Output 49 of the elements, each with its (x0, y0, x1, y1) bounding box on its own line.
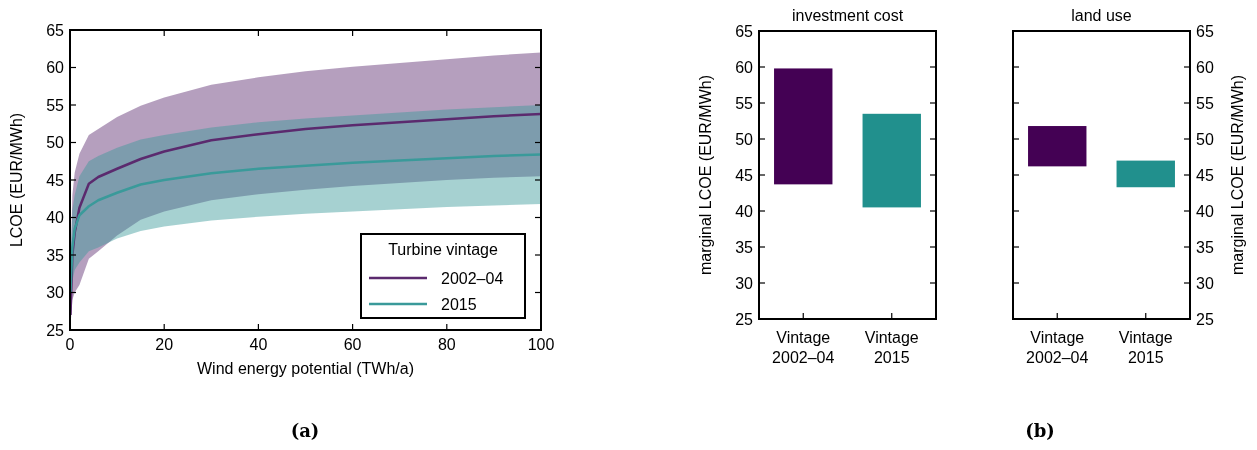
text: (a) (290, 420, 320, 441)
x-axis-title: Wind energy potential (TWh/a) (197, 360, 414, 377)
y2-tick-label: 60 (1196, 58, 1214, 76)
x-tick-label: 80 (437, 336, 456, 353)
y2-tick-label: 40 (1196, 202, 1214, 220)
x-tick-label: 40 (249, 336, 268, 353)
y-tick-label: 65 (735, 22, 754, 40)
y-tick-label: 55 (735, 94, 754, 112)
y-tick-label: 30 (735, 274, 754, 292)
y2-tick-label: 30 (1196, 274, 1214, 292)
chart-title: investment cost (791, 7, 904, 24)
y2-tick-label: 65 (1196, 22, 1214, 40)
y-axis-title: marginal LCOE (EUR/MWh) (697, 74, 714, 276)
x-tick-label: Vintage 2002–04 (772, 329, 835, 366)
y-tick-label: 35 (46, 246, 65, 264)
y-tick-label: 35 (735, 238, 754, 256)
y-tick-label: 30 (46, 284, 65, 302)
y-tick-label: 25 (735, 310, 754, 328)
legend-title: Turbine vintage (388, 241, 498, 258)
y2-tick-label: 35 (1196, 238, 1214, 256)
y2-tick-label: 55 (1196, 94, 1214, 112)
y-tick-label: 60 (46, 59, 65, 77)
x-tick-label: 0 (65, 336, 75, 353)
x-tick-label: Vintage 2015 (864, 329, 919, 366)
y2-tick-label: 45 (1196, 166, 1214, 184)
y-tick-label: 40 (46, 209, 65, 227)
text: (b) (1025, 420, 1055, 441)
chart-title: land use (1071, 7, 1132, 24)
y-tick-label: 50 (735, 130, 754, 148)
line-series (69, 153, 543, 294)
legend-label: 2015 (441, 295, 477, 313)
x-tick-label: 20 (155, 336, 174, 353)
y2-axis-title: marginal LCOE (EUR/MWh) (1229, 74, 1247, 276)
y-tick-label: 50 (46, 134, 65, 152)
x-tick-label: 100 (527, 336, 555, 353)
y-tick-label: 55 (46, 96, 65, 114)
y2-tick-label: 25 (1196, 310, 1214, 328)
y-tick-label: 65 (46, 21, 65, 39)
legend-label: 2002–04 (441, 269, 504, 287)
y2-tick-label: 50 (1196, 130, 1214, 148)
x-tick-label: 60 (343, 336, 362, 353)
y-tick-label: 40 (735, 202, 754, 220)
y-tick-label: 25 (46, 321, 65, 339)
y-tick-label: 45 (46, 171, 65, 189)
x-tick-label: Vintage 2015 (1118, 329, 1173, 366)
y-axis-title: LCOE (EUR/MWh) (8, 112, 25, 248)
x-tick-label: Vintage 2002–04 (1026, 329, 1089, 366)
y-tick-label: 45 (735, 166, 754, 184)
y-tick-label: 60 (735, 58, 754, 76)
